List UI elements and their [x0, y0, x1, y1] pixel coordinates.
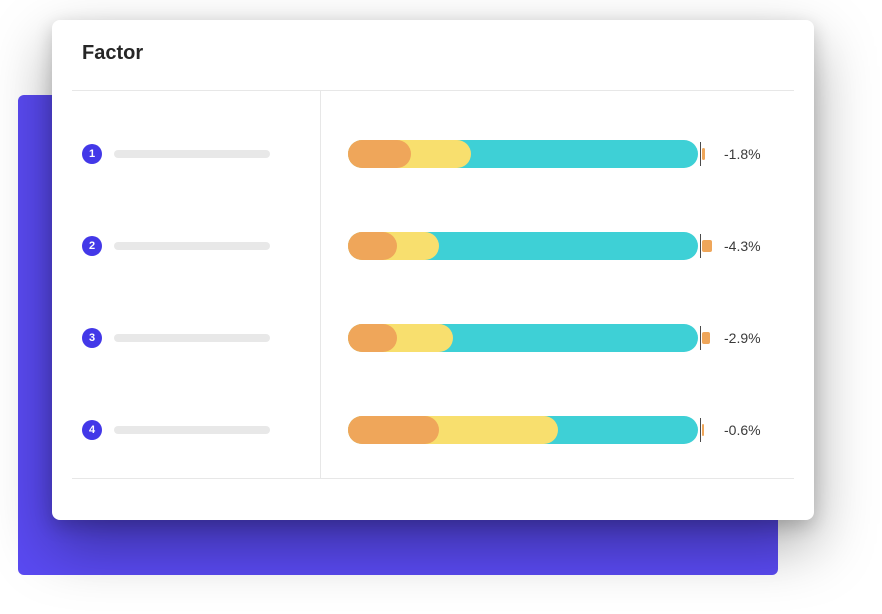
factor-row: 1 -1.8% — [52, 108, 814, 200]
delta-chip — [702, 424, 704, 436]
bar-segment — [348, 232, 397, 260]
delta-indicator: -1.8% — [700, 138, 790, 170]
factor-row: 2 -4.3% — [52, 200, 814, 292]
rows-container: 1 -1.8% 2 -4.3% 3 -2.9% 4 -0.6% — [52, 108, 814, 476]
stacked-bar — [348, 416, 698, 444]
factor-label-placeholder — [114, 242, 270, 250]
stacked-bar — [348, 140, 698, 168]
factor-label-placeholder — [114, 150, 270, 158]
stacked-bar — [348, 324, 698, 352]
delta-baseline — [700, 326, 701, 350]
rank-badge: 3 — [82, 328, 102, 348]
delta-baseline — [700, 142, 701, 166]
delta-value: -1.8% — [724, 146, 761, 162]
stage: Factor 1 -1.8% 2 -4.3% 3 -2.9% 4 -0.6% — [0, 0, 882, 614]
factor-label-placeholder — [114, 426, 270, 434]
bar-segment — [348, 324, 397, 352]
delta-indicator: -4.3% — [700, 230, 790, 262]
delta-indicator: -2.9% — [700, 322, 790, 354]
rank-badge: 4 — [82, 420, 102, 440]
delta-chip — [702, 240, 712, 252]
delta-value: -2.9% — [724, 330, 761, 346]
rank-badge: 1 — [82, 144, 102, 164]
delta-baseline — [700, 418, 701, 442]
bar-segment — [348, 416, 439, 444]
delta-chip — [702, 148, 705, 160]
delta-baseline — [700, 234, 701, 258]
card-title: Factor — [82, 42, 143, 65]
factor-card: Factor 1 -1.8% 2 -4.3% 3 -2.9% 4 -0.6% — [52, 20, 814, 520]
factor-label-placeholder — [114, 334, 270, 342]
factor-row: 3 -2.9% — [52, 292, 814, 384]
stacked-bar — [348, 232, 698, 260]
delta-indicator: -0.6% — [700, 414, 790, 446]
delta-value: -0.6% — [724, 422, 761, 438]
factor-row: 4 -0.6% — [52, 384, 814, 476]
rank-badge: 2 — [82, 236, 102, 256]
title-divider — [72, 90, 794, 91]
bar-segment — [348, 140, 411, 168]
bottom-divider — [72, 478, 794, 479]
delta-value: -4.3% — [724, 238, 761, 254]
delta-chip — [702, 332, 710, 344]
